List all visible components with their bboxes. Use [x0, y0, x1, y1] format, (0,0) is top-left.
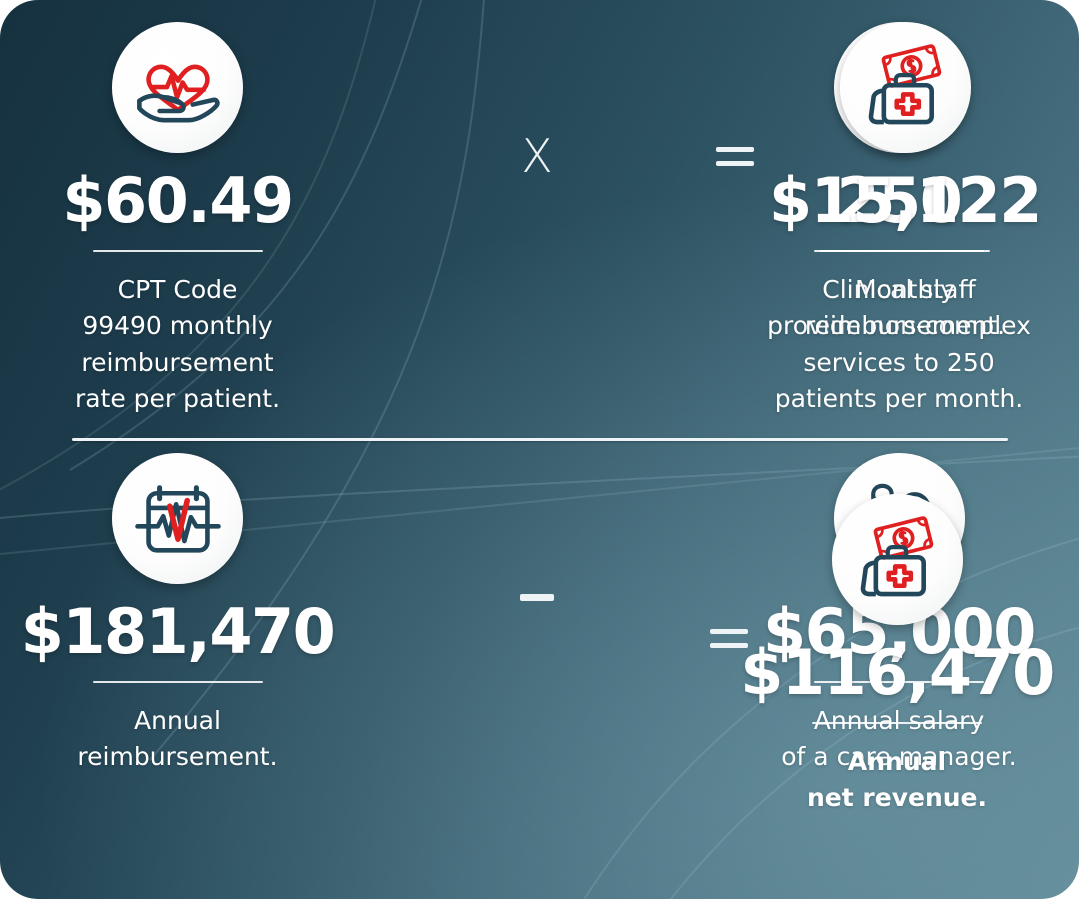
equals-bar-bottom: [710, 642, 748, 648]
stat-divider-rule: [814, 681, 984, 684]
operator-multiply-slot: X: [355, 22, 719, 290]
medical-bag-money-icon: [839, 22, 971, 153]
stat-value: $15,122: [769, 164, 1042, 237]
stat-cell-monthly-reimbursement: $15,122 Monthly reimbursement.: [760, 22, 1050, 345]
stat-caption: Annual reimbursement.: [77, 706, 278, 772]
stat-cell-annual-net-revenue: $116,470 Annual net revenue.: [740, 494, 1055, 817]
stat-divider-rule: [92, 250, 263, 253]
equals-bar-bottom: [716, 160, 754, 166]
calendar-heartbeat-icon: [112, 453, 243, 584]
equals-bar-top: [716, 146, 754, 152]
stat-caption: Monthly reimbursement.: [804, 275, 1006, 341]
operator-equals-slot-row2: [706, 494, 752, 782]
stat-divider-rule: [92, 681, 263, 684]
equals-operator: [710, 628, 748, 648]
stat-caption: CPT Code 99490 monthly reimbursement rat…: [74, 275, 281, 413]
stat-caption: Clinical staff provide non-complex servi…: [767, 275, 1031, 413]
stat-value: $60.49: [62, 164, 294, 237]
minus-operator: [520, 593, 554, 601]
stat-value: $116,470: [740, 636, 1055, 709]
medical-bag-money-icon: [831, 494, 963, 625]
heart-in-hand-icon: [112, 22, 243, 153]
stat-caption: Annual salary of a care manager.: [781, 706, 1017, 772]
section-divider-wrap: [0, 438, 1079, 441]
stat-cell-annual-reimbursement: $181,470 Annual reimbursement.: [0, 453, 355, 776]
equals-operator: [716, 146, 754, 166]
stat-divider-rule: [812, 722, 982, 725]
multiply-operator: X: [521, 129, 553, 183]
stat-cell-cpt-rate: $60.49 CPT Code 99490 monthly reimbursem…: [0, 22, 355, 417]
stat-value: $181,470: [20, 595, 336, 668]
stat-caption: Annual net revenue.: [807, 747, 987, 813]
stat-value: 250: [836, 164, 963, 237]
section-divider: [71, 438, 1008, 441]
stat-divider-rule: [820, 250, 990, 253]
operator-minus-slot: [355, 453, 719, 741]
equals-bar-top: [710, 628, 748, 634]
operator-equals-slot-row1: [712, 22, 758, 290]
